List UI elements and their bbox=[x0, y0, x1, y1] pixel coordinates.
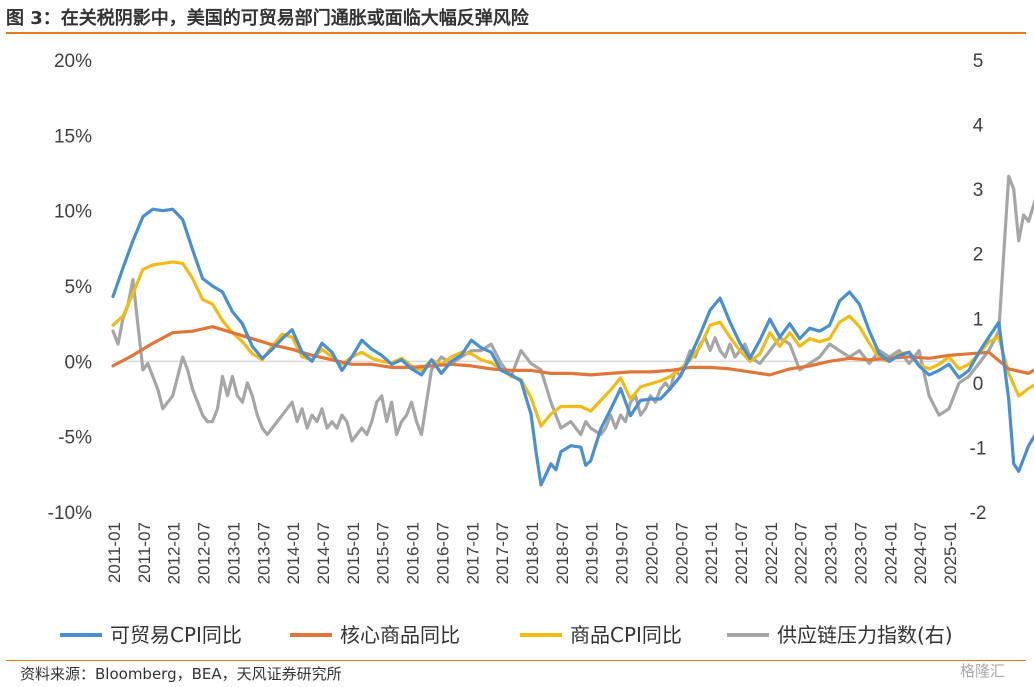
x-tick-label: 2017-01 bbox=[463, 522, 482, 584]
right-tick-label: -2 bbox=[970, 503, 987, 524]
chart-title: 图 3：在关税阴影中，美国的可贸易部门通胀或面临大幅反弹风险 bbox=[6, 8, 529, 29]
legend-label: 核心商品同比 bbox=[340, 623, 460, 647]
source-note: 资料来源：Bloomberg，BEA，天风证券研究所 bbox=[20, 665, 342, 683]
right-tick-label: 5 bbox=[973, 51, 984, 72]
left-tick-label: 5% bbox=[65, 277, 93, 298]
legend-label: 供应链压力指数(右) bbox=[777, 623, 953, 647]
x-tick-label: 2012-01 bbox=[165, 522, 184, 584]
right-tick-label: 4 bbox=[973, 116, 984, 137]
x-tick-label: 2018-01 bbox=[523, 522, 542, 584]
right-tick-label: 1 bbox=[973, 309, 984, 330]
x-tick-label: 2011-01 bbox=[105, 522, 124, 583]
watermark-logo: 格隆汇 bbox=[960, 662, 1006, 680]
x-tick-label: 2013-01 bbox=[224, 522, 243, 584]
x-axis: 2011-01 2011-07 2012-01 2012-07 2013-01 2013-… bbox=[105, 522, 960, 584]
series-line bbox=[111, 207, 1034, 487]
x-tick-label: 2014-07 bbox=[314, 522, 333, 584]
series-line bbox=[111, 174, 1034, 443]
x-tick-label: 2015-07 bbox=[374, 522, 393, 584]
left-tick-label: 15% bbox=[54, 126, 92, 147]
left-tick-label: 0% bbox=[65, 352, 93, 373]
x-tick-label: 2017-07 bbox=[493, 522, 512, 584]
x-tick-label: 2016-07 bbox=[433, 522, 452, 584]
x-tick-label: 2020-01 bbox=[642, 522, 661, 584]
left-axis: -10% -5% 0% 5% 10% 15% 20% bbox=[48, 51, 92, 524]
x-tick-label: 2023-01 bbox=[822, 522, 841, 584]
series-line bbox=[111, 260, 1034, 428]
right-tick-label: 0 bbox=[973, 374, 984, 395]
x-tick-label: 2025-01 bbox=[941, 522, 960, 584]
x-tick-label: 2022-07 bbox=[792, 522, 811, 584]
x-tick-label: 2024-01 bbox=[881, 522, 900, 584]
right-tick-label: -1 bbox=[970, 438, 987, 459]
legend-label: 商品CPI同比 bbox=[570, 623, 682, 647]
left-tick-label: 20% bbox=[54, 51, 92, 72]
x-tick-label: 2015-01 bbox=[344, 522, 363, 584]
x-tick-label: 2014-01 bbox=[284, 522, 303, 584]
right-tick-label: 3 bbox=[973, 180, 984, 201]
x-tick-label: 2022-01 bbox=[762, 522, 781, 584]
x-tick-label: 2021-01 bbox=[702, 522, 721, 584]
x-tick-label: 2016-01 bbox=[404, 522, 423, 584]
x-tick-label: 2019-07 bbox=[613, 522, 632, 584]
x-tick-label: 2013-07 bbox=[254, 522, 273, 584]
series-layer bbox=[111, 174, 1034, 487]
x-tick-label: 2024-07 bbox=[911, 522, 930, 584]
left-tick-label: -10% bbox=[48, 503, 92, 524]
x-tick-label: 2023-07 bbox=[851, 522, 870, 584]
right-tick-label: 2 bbox=[973, 245, 984, 266]
footer-divider bbox=[6, 660, 1026, 661]
series-line bbox=[111, 325, 1034, 377]
x-tick-label: 2020-07 bbox=[672, 522, 691, 584]
x-tick-label: 2011-07 bbox=[135, 522, 154, 583]
x-tick-label: 2019-01 bbox=[583, 522, 602, 584]
right-axis: -2 -1 0 1 2 3 4 5 bbox=[970, 51, 987, 524]
left-tick-label: -5% bbox=[58, 428, 92, 449]
title-divider bbox=[6, 32, 1026, 34]
left-tick-label: 10% bbox=[54, 202, 92, 223]
legend: 可贸易CPI同比 核心商品同比 商品CPI同比 供应链压力指数(右) bbox=[60, 623, 953, 647]
x-tick-label: 2012-07 bbox=[195, 522, 214, 584]
x-tick-label: 2018-07 bbox=[553, 522, 572, 584]
x-tick-label: 2021-07 bbox=[732, 522, 751, 584]
legend-label: 可贸易CPI同比 bbox=[110, 623, 242, 647]
